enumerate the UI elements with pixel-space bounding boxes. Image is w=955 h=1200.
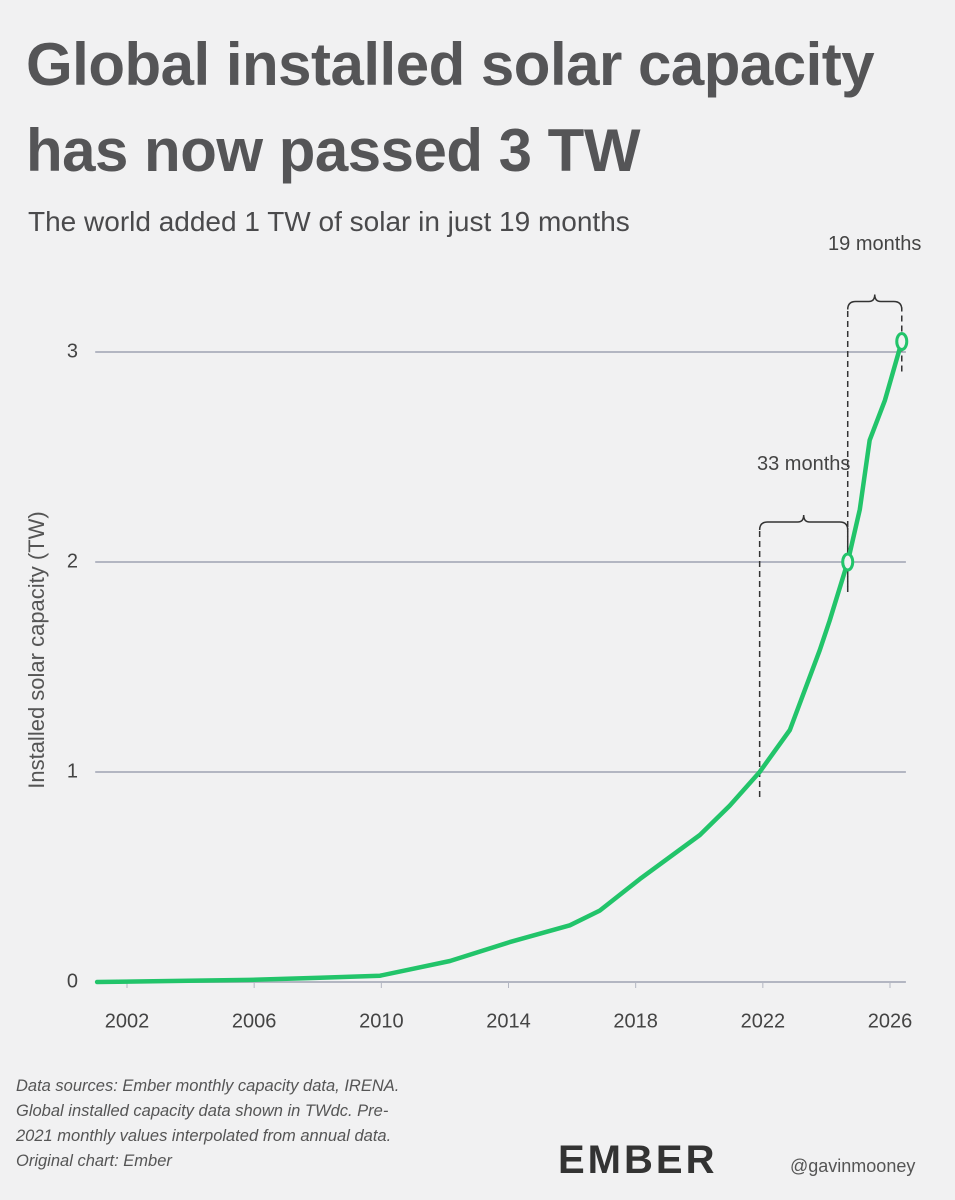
source-note: Data sources: Ember monthly capacity dat… [16,1074,399,1174]
author-handle: @gavinmooney [790,1156,916,1176]
data-line [94,339,905,985]
source-line: Original chart: Ember [16,1152,172,1170]
chart-subtitle: The world added 1 TW of solar in just 19… [28,206,630,237]
x-tick-label: 2002 [105,1010,150,1032]
bracket [846,294,903,310]
x-tick-label: 2022 [741,1010,786,1032]
y-tick-label: 2 [67,550,78,572]
bracket [758,514,849,531]
y-tick-label: 3 [67,340,78,362]
source-line: 2021 monthly values interpolated from an… [16,1127,392,1145]
milestone-marker [895,332,909,351]
source-line: Data sources: Ember monthly capacity dat… [16,1077,400,1095]
milestone-marker [841,552,855,572]
x-tick-label: 2026 [868,1010,913,1032]
chart-title: Global installed solar capacity has now … [26,31,875,184]
x-tick-label: 2014 [486,1010,531,1032]
y-tick-label: 1 [67,760,78,782]
source-line: Global installed capacity data shown in … [16,1102,389,1120]
annotation-label: 33 months [756,453,851,475]
annotation-label: 19 months [828,232,922,255]
x-tick-label: 2018 [613,1010,658,1032]
y-axis-label: Installed solar capacity (TW) [24,511,49,789]
logo: EMBER [558,1138,718,1182]
x-tick-label: 2006 [232,1010,277,1032]
x-tick-label: 2010 [359,1010,404,1032]
y-tick-label: 0 [67,970,78,992]
